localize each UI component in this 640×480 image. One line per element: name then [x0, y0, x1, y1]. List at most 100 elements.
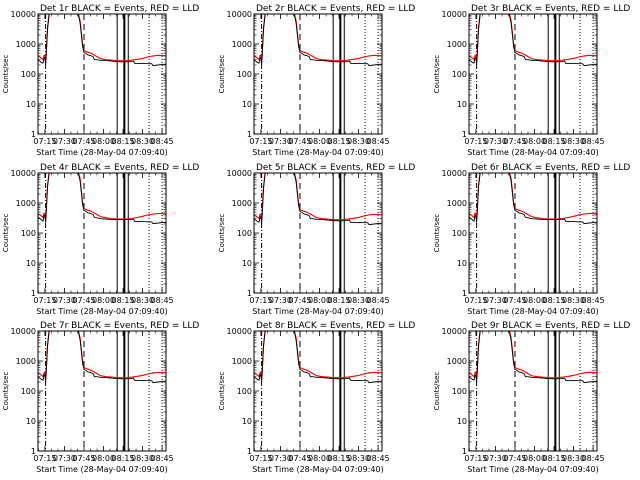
x-tick-label: 07:15	[464, 137, 487, 146]
detector-panel: Det 2r BLACK = Events, RED = LLD Counts/s…	[218, 4, 415, 157]
y-tick-label: 10	[457, 259, 467, 268]
y-tick-label: 100	[21, 387, 36, 396]
x-tick-label: 07:15	[249, 137, 272, 146]
x-axis-label: Start Time (28-May-04 07:09:40)	[252, 465, 383, 474]
x-tick-label: 07:30	[269, 296, 292, 305]
y-axis-label: Counts/sec	[433, 214, 441, 253]
y-axis-label: Counts/sec	[2, 55, 10, 94]
detector-panel: Det 7r BLACK = Events, RED = LLD Counts/s…	[2, 321, 199, 474]
x-tick-label: 08:45	[582, 137, 605, 146]
y-tick-label: 10000	[227, 327, 252, 336]
y-tick-label: 10000	[11, 327, 36, 336]
y-tick-label: 10000	[11, 10, 36, 19]
events-series-line	[38, 331, 166, 384]
y-tick-label: 10	[26, 100, 36, 109]
x-tick-label: 08:45	[367, 296, 390, 305]
y-tick-label: 10000	[227, 169, 252, 178]
x-axis-label: Start Time (28-May-04 07:09:40)	[467, 307, 598, 316]
panel-title: Det 7r BLACK = Events, RED = LLD	[40, 321, 199, 331]
x-tick-label: 08:15	[112, 296, 135, 305]
x-tick-label: 07:45	[72, 137, 95, 146]
x-tick-label: 07:15	[33, 137, 56, 146]
y-tick-label: 1000	[447, 199, 467, 208]
x-tick-label: 07:15	[464, 296, 487, 305]
x-tick-label: 08:45	[151, 454, 174, 463]
y-tick-label: 10	[242, 259, 252, 268]
x-tick-label: 07:45	[288, 454, 311, 463]
x-tick-label: 08:00	[92, 296, 115, 305]
x-tick-label: 07:30	[484, 296, 507, 305]
y-tick-label: 10	[26, 259, 36, 268]
x-tick-label: 08:00	[308, 137, 331, 146]
x-tick-label: 08:15	[112, 454, 135, 463]
events-series-line	[469, 173, 597, 225]
x-tick-label: 08:00	[92, 137, 115, 146]
x-tick-label: 08:00	[523, 137, 546, 146]
x-axis-label: Start Time (28-May-04 07:09:40)	[252, 307, 383, 316]
plot-frame	[37, 13, 167, 135]
events-series-line	[254, 14, 382, 67]
x-tick-label: 07:30	[53, 296, 76, 305]
detector-panel: Det 3r BLACK = Events, RED = LLD Counts/s…	[433, 4, 630, 157]
y-tick-label: 1000	[447, 357, 467, 366]
events-series-line	[469, 14, 597, 67]
x-tick-label: 08:00	[308, 296, 331, 305]
y-tick-label: 1000	[232, 357, 252, 366]
y-tick-label: 10000	[11, 169, 36, 178]
plot-frame	[253, 330, 383, 452]
y-tick-label: 100	[21, 70, 36, 79]
x-tick-label: 08:15	[328, 454, 351, 463]
x-tick-label: 07:30	[53, 454, 76, 463]
y-tick-label: 1	[247, 130, 252, 139]
y-tick-label: 10	[457, 100, 467, 109]
y-tick-label: 100	[452, 387, 467, 396]
detector-panel: Det 1r BLACK = Events, RED = LLD Counts/s…	[2, 4, 199, 157]
y-axis-label: Counts/sec	[218, 55, 226, 94]
panel-title: Det 8r BLACK = Events, RED = LLD	[256, 321, 415, 331]
x-tick-label: 08:30	[131, 137, 154, 146]
detector-panel: Det 4r BLACK = Events, RED = LLD Counts/s…	[2, 163, 199, 316]
x-tick-label: 07:30	[269, 137, 292, 146]
y-tick-label: 1	[462, 447, 467, 456]
x-tick-label: 08:00	[308, 454, 331, 463]
y-tick-label: 100	[452, 229, 467, 238]
plot-frame	[253, 13, 383, 135]
plot-frame	[253, 172, 383, 294]
x-tick-label: 08:45	[367, 137, 390, 146]
y-tick-label: 1000	[447, 40, 467, 49]
panel-title: Det 6r BLACK = Events, RED = LLD	[471, 163, 630, 173]
x-tick-label: 08:15	[328, 296, 351, 305]
x-tick-label: 07:45	[72, 296, 95, 305]
plot-frame	[37, 172, 167, 294]
x-tick-label: 07:15	[33, 296, 56, 305]
x-axis-label: Start Time (28-May-04 07:09:40)	[36, 307, 167, 316]
y-tick-label: 100	[237, 229, 252, 238]
panel-title: Det 4r BLACK = Events, RED = LLD	[40, 163, 199, 173]
y-axis-label: Counts/sec	[2, 372, 10, 411]
plot-frame	[468, 172, 598, 294]
x-axis-label: Start Time (28-May-04 07:09:40)	[467, 148, 598, 157]
y-axis-label: Counts/sec	[218, 214, 226, 253]
events-series-line	[254, 173, 382, 226]
x-tick-label: 08:45	[151, 137, 174, 146]
x-tick-label: 07:45	[72, 454, 95, 463]
plot-frame	[468, 330, 598, 452]
y-tick-label: 100	[237, 70, 252, 79]
detector-panel: Det 8r BLACK = Events, RED = LLD Counts/s…	[218, 321, 415, 474]
events-series-line	[38, 14, 166, 67]
x-tick-label: 08:30	[347, 296, 370, 305]
x-tick-label: 07:45	[288, 137, 311, 146]
panel-title: Det 2r BLACK = Events, RED = LLD	[256, 4, 415, 14]
plot-frame	[37, 330, 167, 452]
y-tick-label: 1000	[16, 199, 36, 208]
y-tick-label: 10000	[442, 169, 467, 178]
y-tick-label: 10	[242, 100, 252, 109]
y-tick-label: 1	[247, 289, 252, 298]
y-tick-label: 10000	[442, 10, 467, 19]
y-tick-label: 1	[31, 447, 36, 456]
detector-panel: Det 9r BLACK = Events, RED = LLD Counts/s…	[433, 321, 630, 474]
x-axis-label: Start Time (28-May-04 07:09:40)	[467, 465, 598, 474]
x-axis-label: Start Time (28-May-04 07:09:40)	[36, 148, 167, 157]
x-tick-label: 07:15	[464, 454, 487, 463]
